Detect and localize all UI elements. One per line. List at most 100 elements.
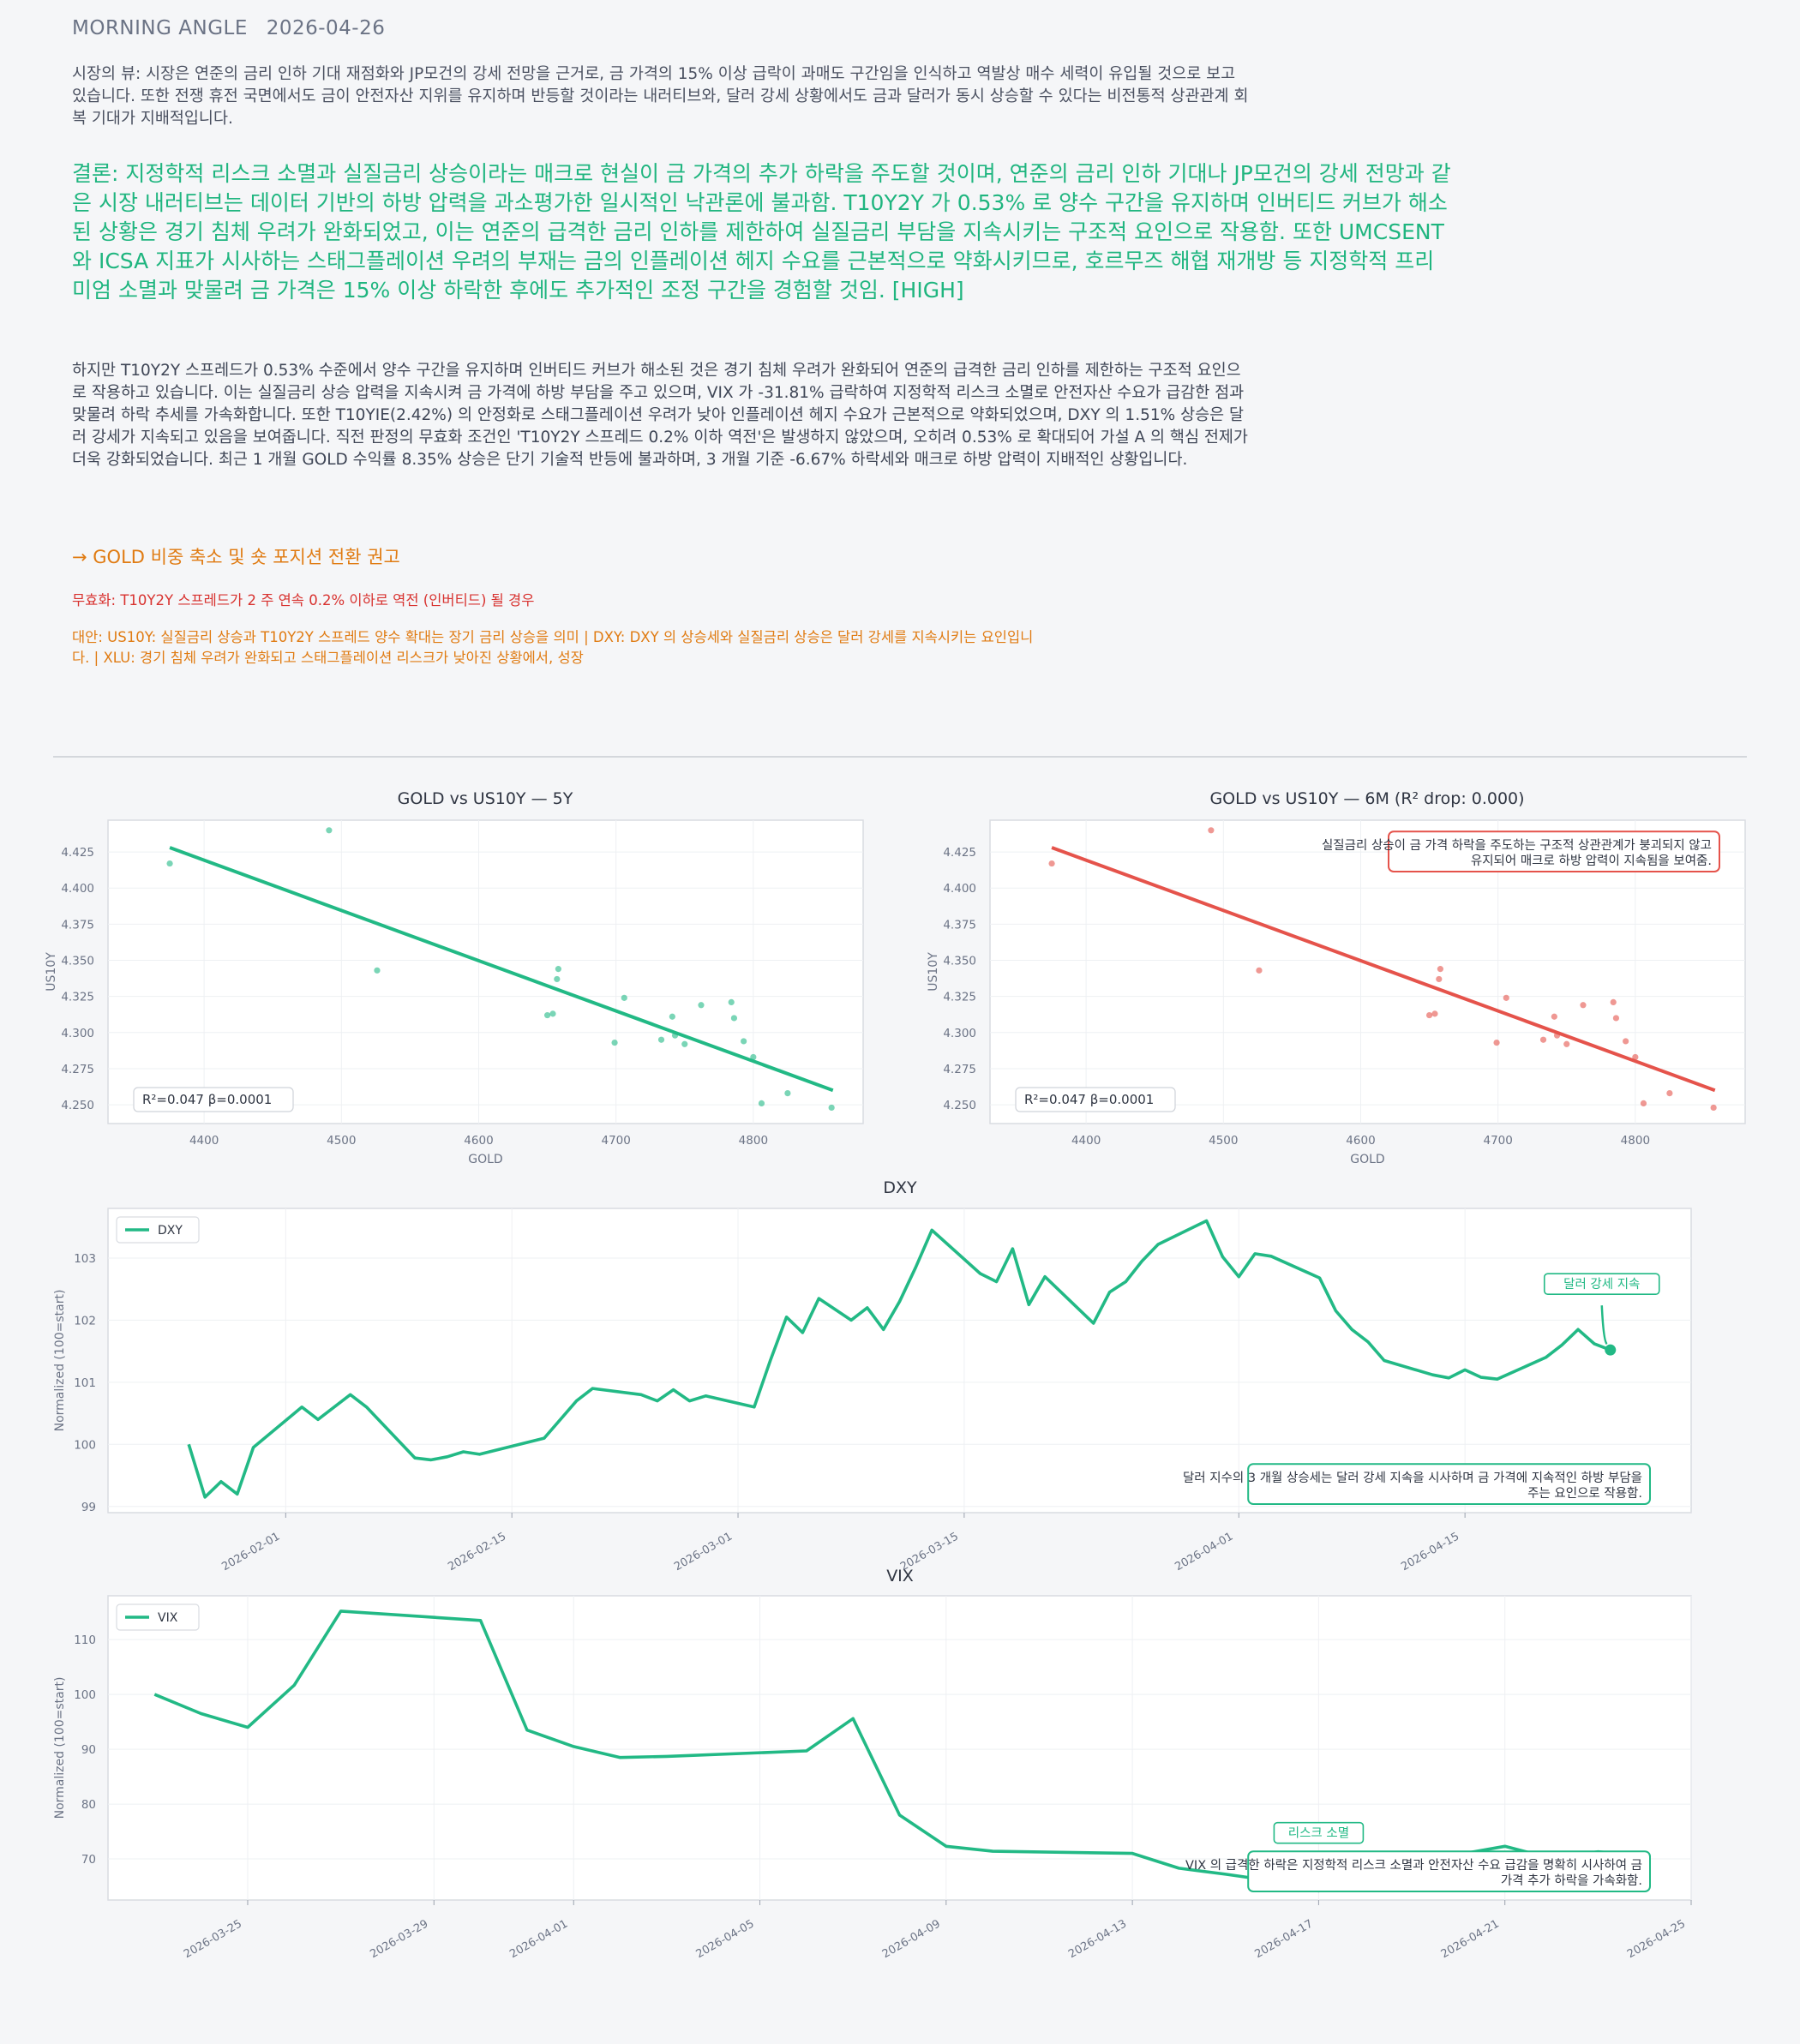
scatter-point	[326, 827, 333, 834]
scatter-point	[741, 1038, 747, 1045]
annotation-text: 유지되어 매크로 하방 압력이 지속됨을 보여줌.	[1471, 854, 1712, 868]
stat-text: R²=0.047 β=0.0001	[1024, 1092, 1154, 1107]
x-tick-label: 4600	[1346, 1134, 1375, 1148]
x-tick-label: 4400	[189, 1134, 219, 1148]
legend-label: VIX	[158, 1611, 178, 1625]
y-tick-label: 4.250	[943, 1099, 976, 1112]
scatter-point	[1632, 1053, 1639, 1061]
market-view-text: 시장의 뷰: 시장은 연준의 금리 인하 기대 재점화와 JP모건의 강세 전망…	[72, 65, 1249, 128]
x-tick-label: 4800	[739, 1134, 768, 1148]
point-label-box	[1543, 1273, 1660, 1295]
scatter-point	[750, 1053, 757, 1061]
legend-label: DXY	[158, 1224, 183, 1238]
scatter-point	[1503, 994, 1509, 1001]
report-header: MORNING ANGLE 2026-04-26	[72, 17, 397, 39]
scatter-point	[728, 998, 735, 1005]
y-tick-label: 99	[81, 1501, 96, 1514]
y-tick-label: 4.425	[943, 846, 976, 860]
chart-title: GOLD vs US10Y — 5Y	[398, 789, 573, 808]
chart-title: GOLD vs US10Y — 6M (R² drop: 0.000)	[1209, 789, 1524, 808]
x-tick-label: 2026-03-29	[368, 1917, 430, 1961]
scatter-point	[549, 1010, 556, 1017]
series-line	[187, 1219, 1611, 1499]
y-tick-label: 90	[81, 1743, 96, 1757]
x-axis-label: GOLD	[468, 1153, 502, 1166]
section-divider	[53, 756, 1747, 758]
x-tick-label: 2026-04-17	[1252, 1917, 1315, 1961]
x-tick-label: 2026-04-13	[1066, 1917, 1129, 1961]
scatter-point	[1436, 975, 1443, 983]
x-tick-label: 4700	[1483, 1134, 1512, 1148]
scatter-point	[621, 994, 627, 1001]
annotation-text: 가격 추가 하락을 가속화함.	[1501, 1873, 1642, 1888]
y-tick-label: 4.250	[61, 1099, 94, 1112]
recommendation-text: → GOLD 비중 축소 및 숏 포지션 전환 권고	[72, 547, 400, 567]
scatter-point	[758, 1100, 765, 1106]
annotation-text: 주는 요인으로 작용함.	[1527, 1486, 1642, 1501]
legend-box	[116, 1216, 200, 1244]
y-axis-label: Normalized (100=start)	[53, 1290, 67, 1432]
scatter-point	[554, 975, 561, 983]
scatter-point	[374, 967, 381, 974]
alternatives-text: 대안: US10Y: 실질금리 상승과 T10Y2Y 스프레드 양수 확대는 장…	[72, 629, 1034, 666]
scatter-point	[1431, 1010, 1438, 1017]
x-tick-label: 2026-02-15	[446, 1530, 508, 1573]
x-tick-label: 2026-03-01	[672, 1530, 735, 1573]
y-tick-label: 101	[74, 1376, 96, 1390]
stat-box	[1015, 1087, 1176, 1112]
annotation-box	[1388, 830, 1720, 873]
scatter-point	[681, 1040, 688, 1047]
y-tick-label: 100	[74, 1688, 96, 1702]
scatter-point	[1551, 1013, 1557, 1020]
scatter-point	[1048, 860, 1055, 867]
scatter-point	[1563, 1040, 1570, 1047]
highlight-point	[1605, 1344, 1617, 1356]
plot-area	[107, 1595, 1692, 1901]
conclusion-text: 결론: 지정학적 리스크 소멸과 실질금리 상승이라는 매크로 현실이 금 가격…	[72, 161, 1451, 303]
y-tick-label: 4.275	[943, 1063, 976, 1076]
x-tick-label: 2026-04-01	[1173, 1530, 1235, 1573]
scatter-point	[1640, 1100, 1647, 1106]
scatter-point	[1256, 967, 1263, 974]
scatter-point	[657, 1036, 665, 1043]
x-tick-label: 4700	[601, 1134, 630, 1148]
y-tick-label: 4.325	[61, 991, 94, 1004]
x-tick-label: 2026-04-09	[880, 1917, 943, 1961]
y-tick-label: 80	[81, 1798, 96, 1812]
scatter-point	[1539, 1036, 1547, 1043]
scatter-point	[1425, 1011, 1433, 1019]
scatter-point	[784, 1090, 791, 1097]
scatter-point	[555, 966, 561, 973]
point-label-text: 리스크 소멸	[1288, 1826, 1349, 1841]
legend-box	[116, 1603, 200, 1631]
point-label-text: 달러 강세 지속	[1563, 1277, 1640, 1292]
x-tick-label: 4500	[1209, 1134, 1238, 1148]
chart-3: VIX 70 80 90 100 110 2026-03-25 2026-03-29 2026-…	[53, 1567, 1692, 1961]
x-tick-label: 2026-03-25	[182, 1917, 244, 1961]
scatter-point	[1610, 998, 1617, 1005]
scatter-point	[1612, 1015, 1620, 1022]
annotation-text: 실질금리 상승이 금 가격 하락을 주도하는 구조적 상관관계가 붕괴되지 않고	[1322, 838, 1712, 853]
y-tick-label: 4.350	[61, 955, 94, 968]
y-tick-label: 4.350	[943, 955, 976, 968]
point-label-box	[1273, 1821, 1365, 1844]
scatter-point	[1710, 1104, 1717, 1112]
y-tick-label: 102	[74, 1314, 96, 1328]
x-tick-label: 4800	[1621, 1134, 1650, 1148]
annotation-box	[1247, 1463, 1651, 1505]
y-tick-label: 4.400	[61, 882, 94, 896]
x-tick-label: 2026-02-01	[219, 1530, 282, 1573]
x-tick-label: 2026-04-15	[1399, 1530, 1461, 1573]
invalidation-text: 무효화: T10Y2Y 스프레드가 2 주 연속 0.2% 이하로 역전 (인버…	[72, 592, 535, 608]
annotation-text: VIX 의 급격한 하락은 지정학적 리스크 소멸과 안전자산 수요 급감을 명…	[1185, 1858, 1642, 1873]
scatter-point	[166, 860, 173, 867]
chart-0: GOLD vs US10Y — 5Y 4400 4500 4600 4700 4800 4.…	[45, 789, 864, 1166]
y-tick-label: 4.300	[61, 1027, 94, 1040]
y-tick-label: 4.425	[61, 846, 94, 860]
y-axis-label: US10Y	[45, 952, 58, 992]
scatter-point	[698, 1002, 705, 1009]
y-tick-label: 4.300	[943, 1027, 976, 1040]
scatter-point	[1623, 1038, 1629, 1045]
y-tick-label: 110	[74, 1633, 96, 1647]
y-tick-label: 100	[74, 1438, 96, 1452]
